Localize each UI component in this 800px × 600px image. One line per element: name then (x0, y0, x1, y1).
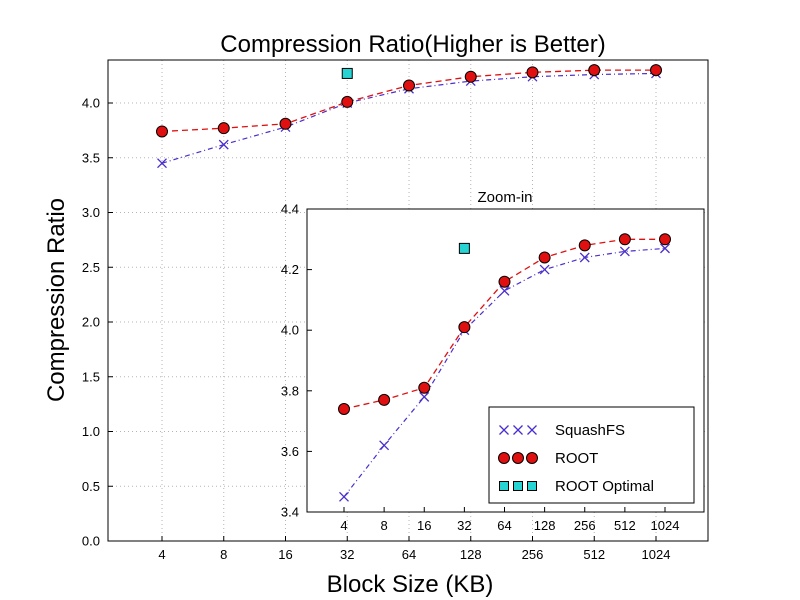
main-root-point (650, 64, 662, 77)
main-squashfs-point (218, 139, 229, 150)
inset-squashfs-point (539, 264, 550, 275)
inset-x-tick-label: 4 (340, 518, 347, 533)
inset-x-tick-label: 256 (574, 518, 596, 533)
inset-squashfs-point (379, 440, 390, 451)
main-root-point (156, 125, 168, 138)
main-y-tick-label: 2.0 (82, 315, 100, 330)
legend-label: SquashFS (555, 422, 625, 439)
inset-root-point (458, 321, 471, 334)
legend: SquashFS ROOT ROOT Optimal (488, 406, 695, 504)
inset-squashfs-point (660, 243, 670, 254)
y-axis-label: Compression Ratio (43, 198, 70, 402)
main-y-tick-label: 0.5 (82, 479, 100, 494)
main-x-tick-label: 8 (220, 547, 227, 562)
main-y-tick-label: 2.5 (82, 260, 100, 275)
main-y-tick-label: 4.0 (82, 96, 100, 111)
inset-x-tick-label: 1024 (651, 518, 680, 533)
inset-y-tick-label: 4.4 (281, 202, 299, 217)
main-plot-frame (107, 59, 709, 542)
main-x-tick-label: 32 (340, 547, 354, 562)
legend-root-optimal-marker (499, 481, 509, 491)
inset-root-point (338, 402, 350, 415)
legend-root-optimal-marker (513, 481, 523, 491)
inset-root-point (659, 233, 671, 246)
main-root-point (526, 66, 539, 79)
inset-y-tick-label: 3.8 (281, 383, 299, 398)
inset-y-tick-label: 4.0 (281, 323, 299, 338)
inset-root-point (418, 381, 431, 394)
main-y-tick-label: 1.5 (82, 369, 100, 384)
inset-squashfs-point (619, 246, 630, 257)
main-squashfs-point (157, 158, 167, 169)
inset-root-line (343, 238, 665, 410)
main-x-tick-label: 16 (278, 547, 292, 562)
inset-x-tick-label: 512 (614, 518, 636, 533)
inset-series-layer (338, 233, 671, 502)
main-series-layer (156, 64, 662, 169)
inset-squashfs-line (343, 247, 666, 498)
inset-squashfs-point (419, 391, 430, 402)
main-root-point (464, 70, 477, 83)
main-root-point (279, 117, 292, 130)
inset-root-point (538, 251, 551, 264)
legend-root-marker (498, 452, 510, 464)
inset-root-optimal-point (458, 242, 470, 254)
main-root-optimal-point (341, 67, 353, 79)
inset-y-tick-label: 3.6 (281, 444, 299, 459)
legend-squashfs-marker (527, 425, 537, 435)
inset-x-axis: 4 8 16 32 64 128 256 512 1024 (340, 507, 679, 533)
inset-x-tick-label: 8 (381, 518, 388, 533)
main-y-tick-label: 3.5 (82, 150, 100, 165)
main-x-tick-label: 4 (158, 547, 165, 562)
main-y-tick-label: 1.0 (82, 424, 100, 439)
chart-title: Compression Ratio(Higher is Better) (220, 31, 605, 58)
main-root-point (341, 95, 354, 108)
main-x-tick-label: 256 (522, 547, 544, 562)
inset-squashfs-point (499, 285, 510, 296)
main-y-axis: 0.0 0.5 1.0 1.5 2.0 2.5 3.0 3.5 4.0 (82, 96, 113, 549)
main-y-tick-label: 3.0 (82, 205, 100, 220)
inset-root-point (498, 275, 511, 288)
main-squashfs-line (161, 72, 657, 164)
inset-root-point (578, 239, 591, 252)
main-root-point (217, 122, 230, 135)
main-x-tick-label: 128 (460, 547, 482, 562)
main-x-tick-label: 64 (402, 547, 416, 562)
main-x-tick-label: 512 (583, 547, 605, 562)
legend-label: ROOT (555, 450, 598, 467)
main-x-tick-label: 1024 (642, 547, 671, 562)
inset-squashfs-point (339, 491, 349, 502)
legend-squashfs-marker (499, 425, 509, 435)
inset-x-tick-label: 64 (497, 518, 511, 533)
x-axis-label: Block Size (KB) (327, 571, 494, 598)
legend-root-marker (526, 452, 538, 464)
main-y-tick-label: 0.0 (82, 534, 100, 549)
legend-squashfs-marker (513, 425, 523, 435)
legend-root-marker (512, 452, 524, 464)
main-root-point (588, 64, 601, 77)
inset-x-tick-label: 16 (417, 518, 431, 533)
inset-plot-frame (306, 208, 705, 513)
legend-root-optimal-marker (527, 481, 537, 491)
inset-y-tick-label: 3.4 (281, 505, 299, 520)
main-x-axis: 4 8 16 32 64 128 256 512 1024 (158, 536, 670, 562)
inset-x-tick-label: 128 (534, 518, 556, 533)
inset-squashfs-point (579, 252, 590, 263)
inset-y-axis: 3.4 3.6 3.8 4.0 4.2 4.4 (281, 202, 312, 520)
legend-label: ROOT Optimal (555, 478, 654, 495)
main-root-point (403, 79, 415, 92)
inset-title: Zoom-in (477, 189, 532, 206)
inset-root-point (618, 233, 631, 246)
inset-y-tick-label: 4.2 (281, 262, 299, 277)
inset-root-point (378, 393, 391, 406)
inset-x-tick-label: 32 (457, 518, 471, 533)
